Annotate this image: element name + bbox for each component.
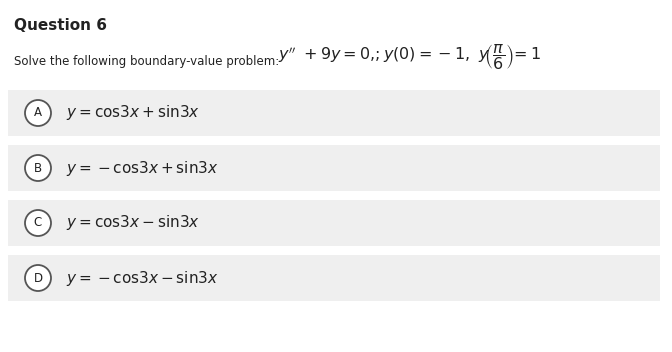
Circle shape	[25, 265, 51, 291]
Text: A: A	[34, 107, 42, 119]
FancyBboxPatch shape	[8, 145, 660, 191]
Text: Solve the following boundary-value problem:: Solve the following boundary-value probl…	[14, 56, 283, 69]
Text: Question 6: Question 6	[14, 18, 107, 33]
Text: $\mathit{y}''\ +9\mathit{y}=0{,};$$\mathit{y}(0)=-1,\ \mathit{y}\!\left(\dfrac{\: $\mathit{y}''\ +9\mathit{y}=0{,};$$\math…	[278, 42, 541, 72]
FancyBboxPatch shape	[8, 255, 660, 301]
FancyBboxPatch shape	[8, 200, 660, 246]
Text: D: D	[34, 271, 42, 284]
Text: $\mathit{y}=-\mathrm{cos}3\mathit{x}+\mathrm{sin}3\mathit{x}$: $\mathit{y}=-\mathrm{cos}3\mathit{x}+\ma…	[66, 158, 218, 177]
Text: B: B	[34, 162, 42, 175]
Text: $\mathit{y}=\mathrm{cos}3\mathit{x}+\mathrm{sin}3\mathit{x}$: $\mathit{y}=\mathrm{cos}3\mathit{x}+\mat…	[66, 103, 200, 122]
Text: C: C	[34, 216, 42, 230]
Circle shape	[25, 155, 51, 181]
Text: $\mathit{y}=\mathrm{cos}3\mathit{x}-\mathrm{sin}3\mathit{x}$: $\mathit{y}=\mathrm{cos}3\mathit{x}-\mat…	[66, 214, 200, 233]
Circle shape	[25, 100, 51, 126]
Circle shape	[25, 210, 51, 236]
Text: $\mathit{y}=-\mathrm{cos}3\mathit{x}-\mathrm{sin}3\mathit{x}$: $\mathit{y}=-\mathrm{cos}3\mathit{x}-\ma…	[66, 269, 218, 288]
FancyBboxPatch shape	[8, 90, 660, 136]
